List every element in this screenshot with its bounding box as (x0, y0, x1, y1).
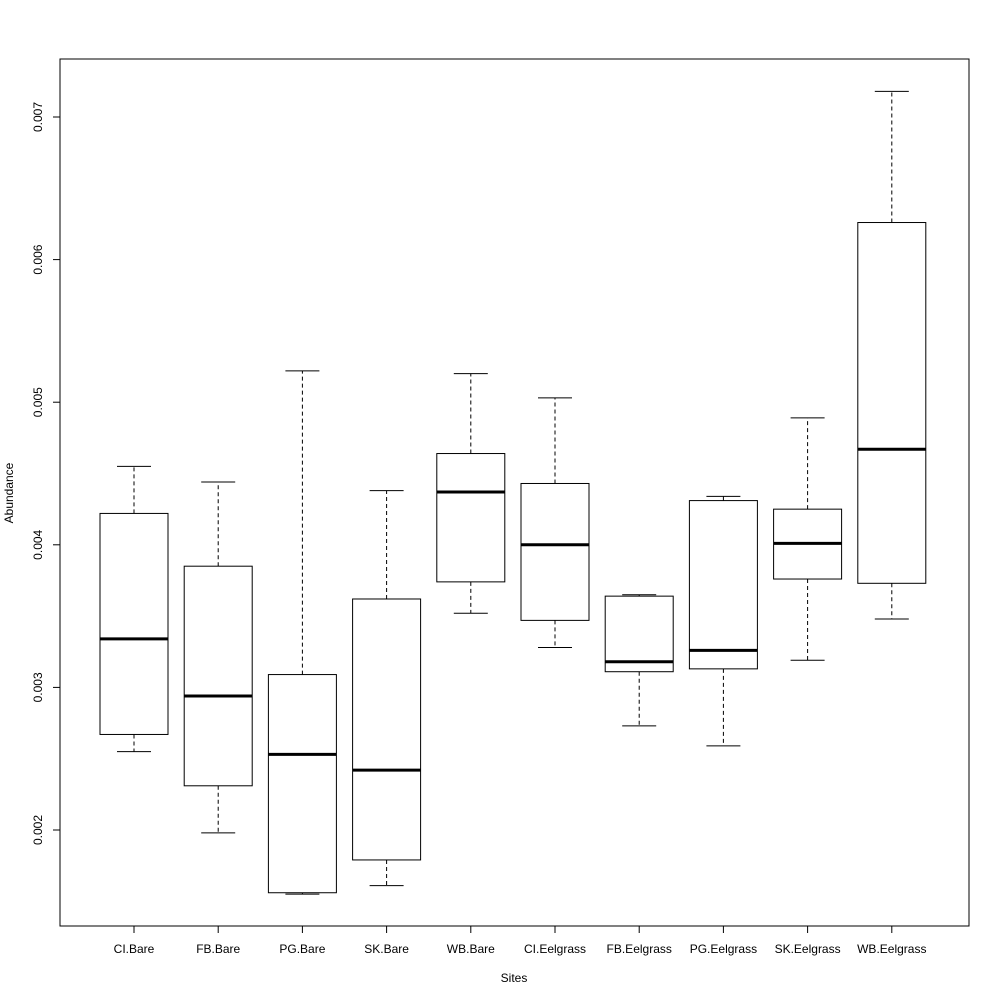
iqr-box (352, 598, 422, 861)
box-group-ci-eelgrass (520, 397, 590, 648)
box-group-wb-eelgrass (857, 90, 927, 620)
x-tick-label: PG.Bare (279, 942, 325, 956)
iqr-box (436, 453, 506, 583)
y-tick-label: 0.002 (31, 815, 45, 845)
y-tick-label: 0.005 (31, 387, 45, 417)
box-group-fb-eelgrass (604, 594, 674, 727)
boxes-layer (99, 90, 927, 895)
x-tick-label: PG.Eelgrass (690, 942, 757, 956)
iqr-box (604, 595, 674, 673)
iqr-box (688, 500, 758, 670)
x-tick-label: WB.Eelgrass (857, 942, 926, 956)
x-tick-label: CI.Bare (114, 942, 155, 956)
box-group-sk-eelgrass (773, 417, 843, 661)
plot-frame (59, 58, 970, 927)
y-tick-label: 0.006 (31, 244, 45, 274)
y-axis: 0.002 0.003 0.004 0.005 0.006 0.007 (31, 102, 61, 845)
x-tick-label: CI.Eelgrass (524, 942, 586, 956)
box-group-wb-bare (436, 373, 506, 614)
x-tick-label: FB.Eelgrass (607, 942, 672, 956)
y-axis-label: Abundance (2, 462, 16, 523)
box-group-sk-bare (352, 490, 422, 887)
x-tick-label: FB.Bare (196, 942, 240, 956)
box-group-fb-bare (183, 481, 253, 834)
iqr-box (183, 565, 253, 787)
x-axis: CI.Bare FB.Bare PG.Bare SK.Bare WB.Bare CI.Ee… (114, 925, 926, 956)
x-tick-label: WB.Bare (447, 942, 495, 956)
iqr-box (857, 222, 927, 584)
iqr-box (267, 674, 337, 894)
y-tick-label: 0.004 (31, 529, 45, 559)
iqr-box (99, 512, 169, 735)
box-group-ci-bare (99, 465, 169, 753)
y-tick-label: 0.003 (31, 672, 45, 702)
x-axis-label: Sites (501, 971, 528, 985)
x-tick-label: SK.Bare (364, 942, 409, 956)
x-tick-label: SK.Eelgrass (775, 942, 841, 956)
box-group-pg-bare (267, 370, 337, 895)
y-tick-label: 0.007 (31, 102, 45, 132)
box-group-pg-eelgrass (688, 495, 758, 747)
iqr-box (520, 482, 590, 621)
